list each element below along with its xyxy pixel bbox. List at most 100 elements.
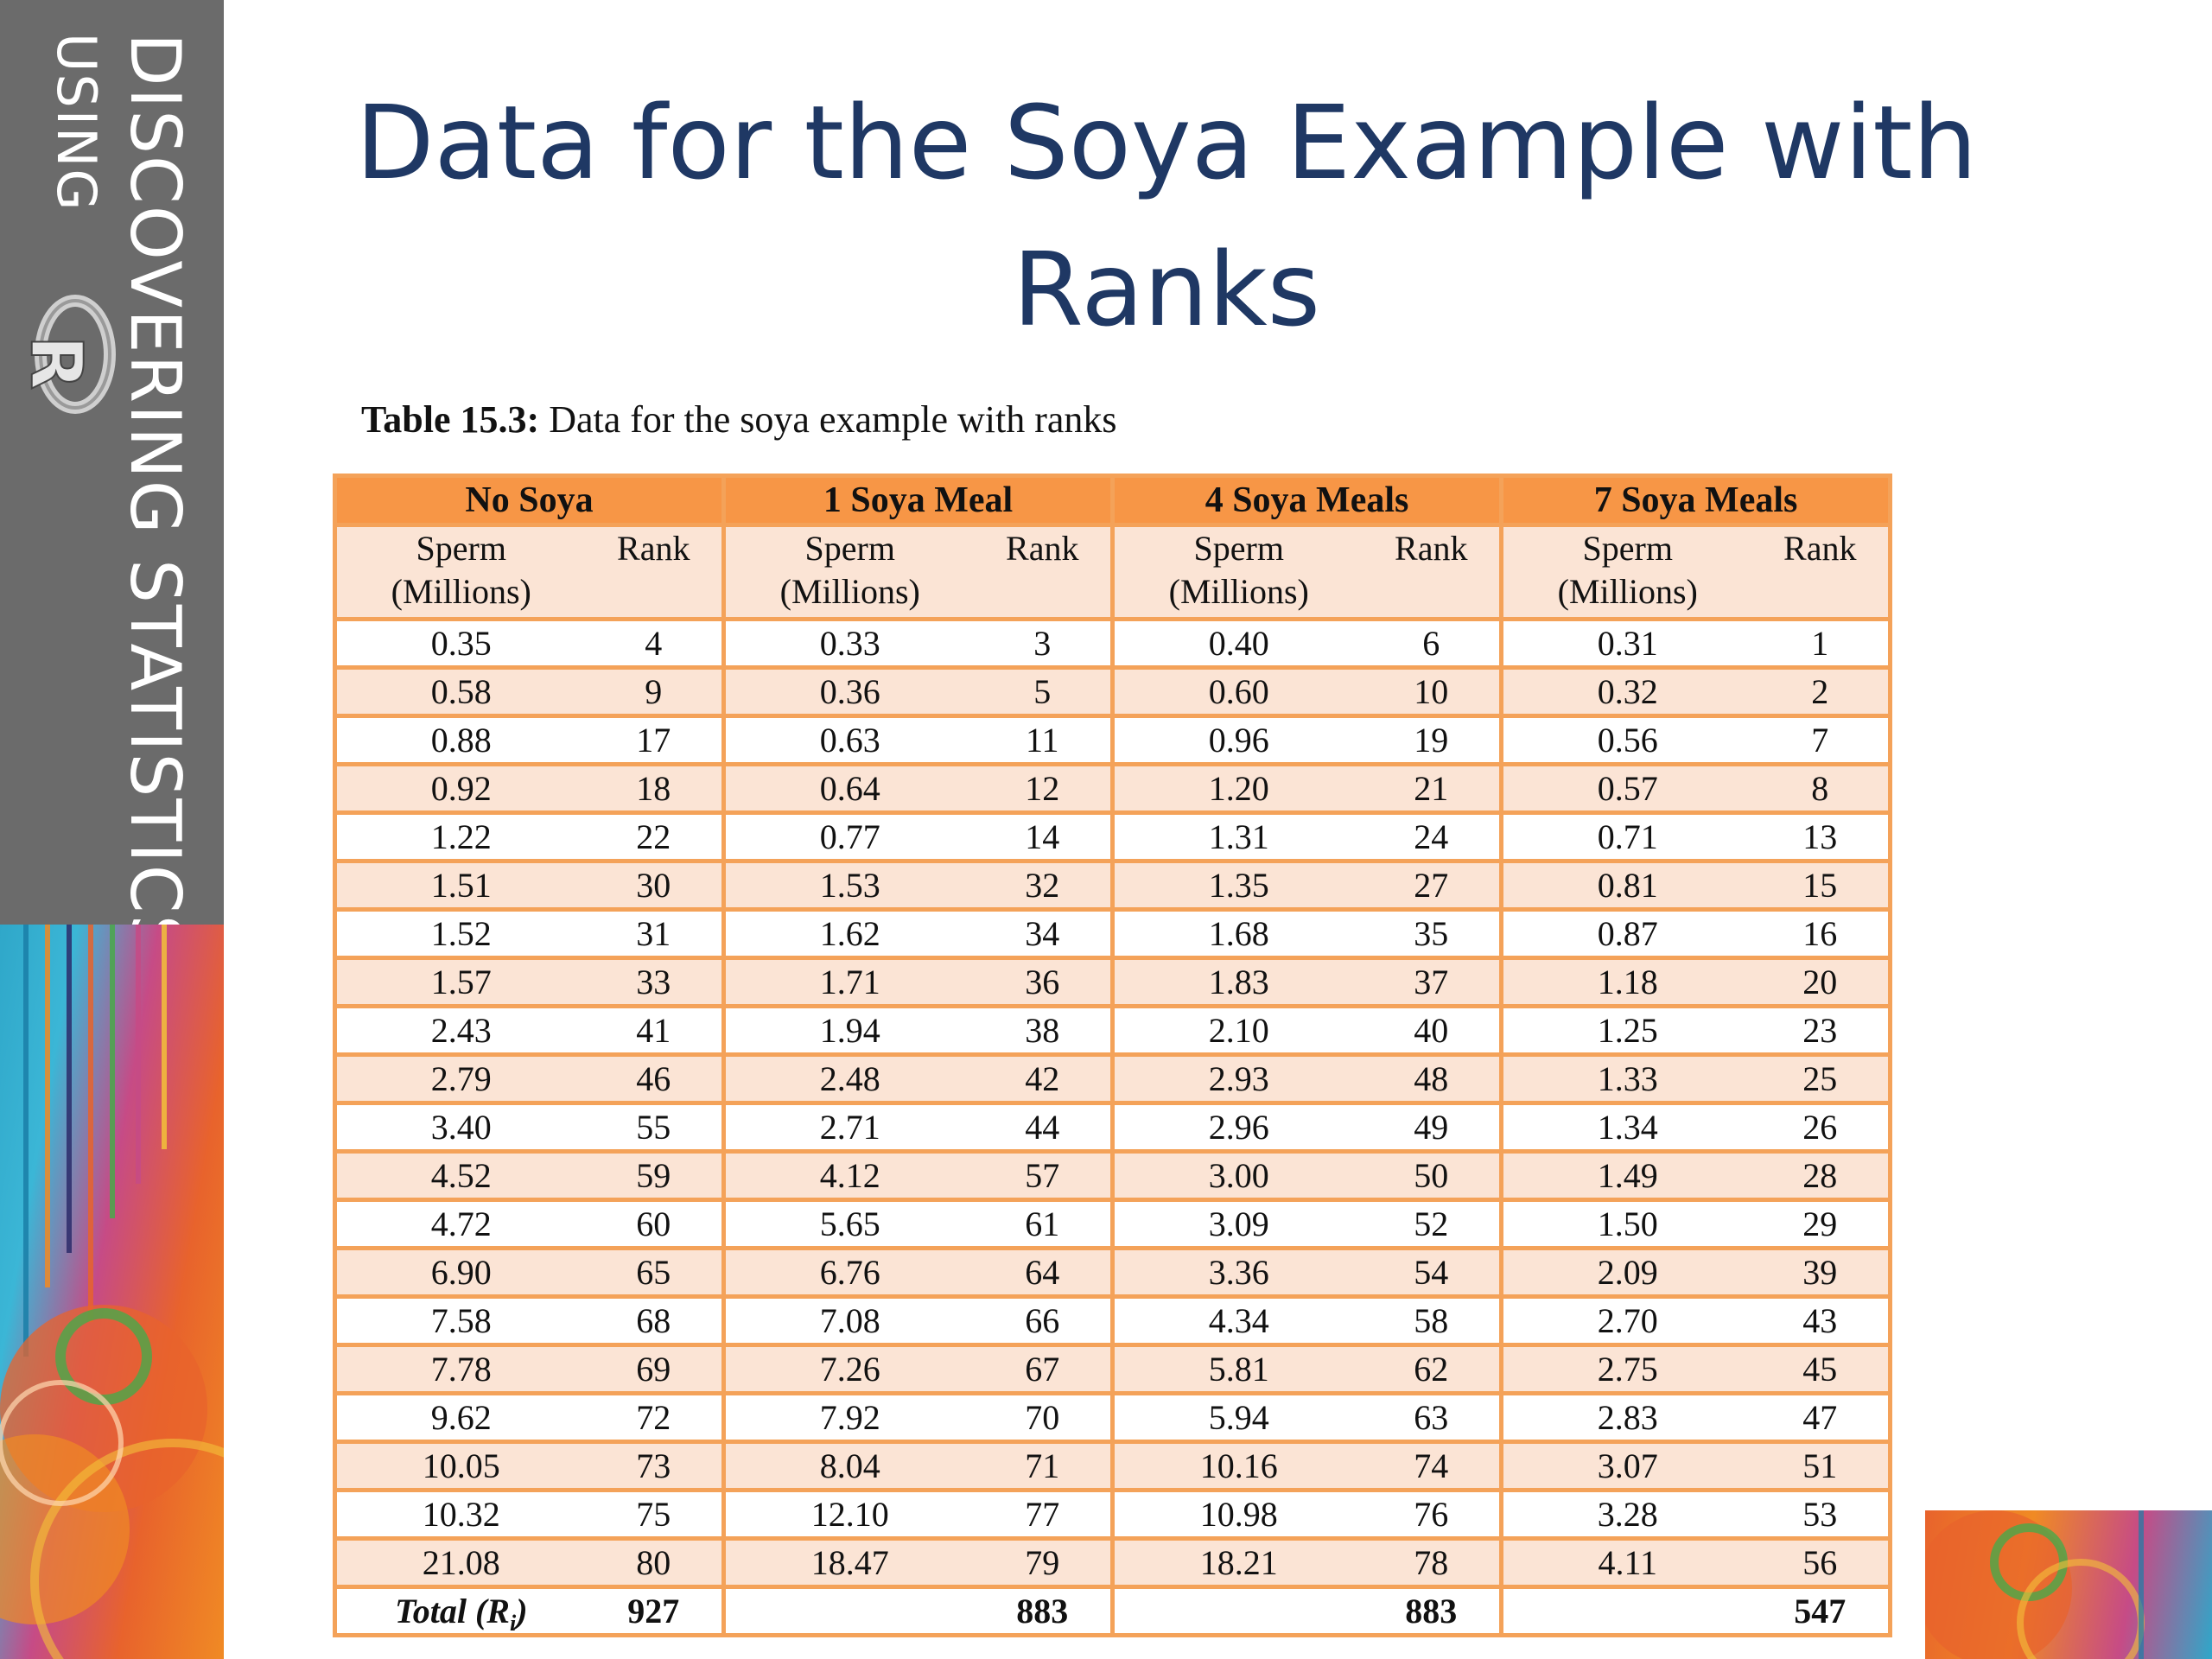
sperm-value-cell: 1.94	[721, 1004, 975, 1057]
sperm-value-cell: 7.08	[721, 1294, 975, 1347]
sperm-value-cell: 1.52	[333, 907, 586, 960]
rank-value-cell: 32	[974, 859, 1116, 912]
sperm-value-cell: 0.57	[1499, 762, 1752, 815]
rank-value-cell: 19	[1363, 714, 1504, 766]
table-caption: Table 15.3: Data for the soya example wi…	[361, 397, 1117, 442]
sperm-value-cell: 1.34	[1499, 1101, 1752, 1154]
table-row: 10.05 73 8.04 71 10.16 74 3.07 51	[333, 1440, 1893, 1492]
sperm-value-cell: 0.88	[333, 714, 586, 766]
rank-value-cell: 58	[1363, 1294, 1504, 1347]
svg-text:R: R	[23, 335, 97, 390]
sperm-value-cell: 1.62	[721, 907, 975, 960]
rank-value-cell: 66	[974, 1294, 1116, 1347]
table-row: 0.92 18 0.64 12 1.20 21 0.57 8	[333, 762, 1893, 815]
sperm-value-cell: 7.92	[721, 1391, 975, 1444]
sperm-value-cell: 0.31	[1499, 617, 1752, 670]
rank-value-cell: 27	[1363, 859, 1504, 912]
sperm-value-cell: 0.96	[1110, 714, 1363, 766]
soya-data-table: No Soya 1 Soya Meal 4 Soya Meals 7 Soya …	[332, 474, 1893, 1637]
sperm-value-cell: 4.72	[333, 1198, 586, 1250]
rank-value-cell: 5	[974, 665, 1116, 718]
rank-value-cell: 78	[1363, 1536, 1504, 1589]
rank-value-cell: 77	[974, 1488, 1116, 1541]
rank-value-cell: 21	[1363, 762, 1504, 815]
total-label-subscript: i	[509, 1611, 517, 1636]
group-header: No Soya	[332, 474, 727, 527]
rank-value-cell: 76	[1363, 1488, 1504, 1541]
sperm-value-cell: 3.07	[1499, 1440, 1752, 1492]
rank-value-cell: 65	[585, 1246, 727, 1299]
sperm-column-header: Sperm (Millions)	[1499, 523, 1752, 621]
sperm-value-cell: 4.52	[333, 1149, 586, 1202]
table-row: 4.72 60 5.65 61 3.09 52 1.50 29	[333, 1198, 1893, 1250]
slide-title-line2: Ranks	[1012, 230, 1321, 349]
rank-value-cell: 22	[585, 810, 727, 863]
sperm-value-cell: 1.57	[333, 956, 586, 1008]
sperm-header-line1: Sperm	[1193, 529, 1284, 568]
sperm-value-cell: 1.53	[721, 859, 975, 912]
rank-value-cell: 53	[1751, 1488, 1893, 1541]
sperm-value-cell: 2.93	[1110, 1052, 1363, 1105]
sperm-column-header: Sperm (Millions)	[1110, 523, 1363, 621]
sperm-column-header: Sperm (Millions)	[333, 523, 586, 621]
sperm-value-cell: 1.20	[1110, 762, 1363, 815]
sperm-header-line2: (Millions)	[1557, 572, 1698, 611]
sperm-value-cell: 2.09	[1499, 1246, 1752, 1299]
rank-value-cell: 64	[974, 1246, 1116, 1299]
table-caption-text: Data for the soya example with ranks	[549, 398, 1117, 441]
rank-value-cell: 23	[1751, 1004, 1893, 1057]
rank-value-cell: 75	[585, 1488, 727, 1541]
rank-value-cell: 67	[974, 1343, 1116, 1395]
total-label-text: Total (R	[394, 1592, 510, 1630]
sperm-value-cell: 1.68	[1110, 907, 1363, 960]
rank-value-cell: 80	[585, 1536, 727, 1589]
rank-value-cell: 3	[974, 617, 1116, 670]
rank-value-cell: 62	[1363, 1343, 1504, 1395]
rank-value-cell: 28	[1751, 1149, 1893, 1202]
sperm-value-cell: 4.34	[1110, 1294, 1363, 1347]
sperm-value-cell: 9.62	[333, 1391, 586, 1444]
rank-value-cell: 33	[585, 956, 727, 1008]
rank-value-cell: 72	[585, 1391, 727, 1444]
table-row: 1.51 30 1.53 32 1.35 27 0.81 15	[333, 859, 1893, 912]
sperm-value-cell: 0.63	[721, 714, 975, 766]
sperm-value-cell: 1.18	[1499, 956, 1752, 1008]
sperm-value-cell: 0.60	[1110, 665, 1363, 718]
sperm-value-cell: 2.70	[1499, 1294, 1752, 1347]
rank-value-cell: 26	[1751, 1101, 1893, 1154]
sperm-value-cell: 1.50	[1499, 1198, 1752, 1250]
sperm-value-cell: 7.26	[721, 1343, 975, 1395]
group-header: 1 Soya Meal	[721, 474, 1116, 527]
sperm-value-cell: 0.71	[1499, 810, 1752, 863]
rank-value-cell: 24	[1363, 810, 1504, 863]
total-value-cell: 883	[974, 1585, 1116, 1637]
sperm-header-line2: (Millions)	[1168, 572, 1309, 611]
rank-value-cell: 20	[1751, 956, 1893, 1008]
table-row: 3.40 55 2.71 44 2.96 49 1.34 26	[333, 1101, 1893, 1154]
sperm-value-cell: 2.71	[721, 1101, 975, 1154]
rank-value-cell: 29	[1751, 1198, 1893, 1250]
brand-line2: USING	[45, 33, 108, 213]
sperm-value-cell: 1.31	[1110, 810, 1363, 863]
rank-value-cell: 54	[1363, 1246, 1504, 1299]
sperm-value-cell: 8.04	[721, 1440, 975, 1492]
table-row: 0.88 17 0.63 11 0.96 19 0.56 7	[333, 714, 1893, 766]
r-logo-icon: R	[23, 295, 116, 414]
table-body: No Soya 1 Soya Meal 4 Soya Meals 7 Soya …	[332, 474, 1893, 1637]
table-row: 0.35 4 0.33 3 0.40 6 0.31 1	[333, 617, 1893, 670]
sperm-value-cell: 4.12	[721, 1149, 975, 1202]
rank-value-cell: 11	[974, 714, 1116, 766]
rank-value-cell: 18	[585, 762, 727, 815]
rank-value-cell: 51	[1751, 1440, 1893, 1492]
total-value-cell: 883	[1363, 1585, 1504, 1637]
sperm-value-cell: 1.71	[721, 956, 975, 1008]
sperm-value-cell: 5.81	[1110, 1343, 1363, 1395]
sperm-value-cell: 3.09	[1110, 1198, 1363, 1250]
total-row: Total (Ri) 927 883 883 547	[333, 1585, 1893, 1637]
rank-value-cell: 12	[974, 762, 1116, 815]
table-row: 1.57 33 1.71 36 1.83 37 1.18 20	[333, 956, 1893, 1008]
sperm-value-cell: 0.92	[333, 762, 586, 815]
rank-value-cell: 63	[1363, 1391, 1504, 1444]
sperm-value-cell: 21.08	[333, 1536, 586, 1589]
rank-value-cell: 2	[1751, 665, 1893, 718]
